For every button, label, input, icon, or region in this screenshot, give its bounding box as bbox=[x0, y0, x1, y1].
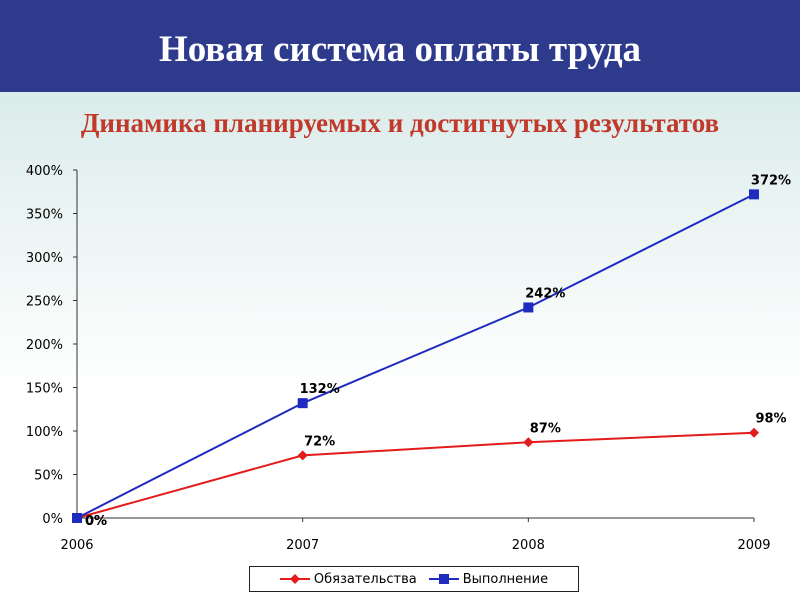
y-tick-label: 300% bbox=[26, 251, 63, 266]
y-tick-label: 400% bbox=[26, 164, 63, 179]
data-point bbox=[749, 189, 759, 200]
chart-legend: Обязательства Выполнение bbox=[249, 566, 579, 592]
data-point bbox=[297, 450, 308, 461]
data-label: 372% bbox=[751, 173, 791, 188]
y-tick-label: 200% bbox=[26, 338, 63, 353]
y-tick-label: 50% bbox=[34, 469, 63, 484]
data-label: 242% bbox=[525, 286, 565, 301]
y-tick-label: 350% bbox=[26, 208, 63, 223]
data-label: 0% bbox=[85, 514, 107, 529]
x-tick-label: 2006 bbox=[60, 538, 93, 553]
data-label: 72% bbox=[304, 434, 335, 449]
data-label: 87% bbox=[530, 421, 561, 436]
title-banner: Новая система оплаты труда bbox=[0, 0, 800, 92]
data-point bbox=[72, 513, 82, 523]
data-label: 132% bbox=[300, 382, 340, 397]
legend-item-execution: Выполнение bbox=[428, 571, 549, 587]
slide-title: Новая система оплаты труда bbox=[158, 29, 642, 70]
y-tick-label: 250% bbox=[26, 295, 63, 310]
square-marker-icon bbox=[428, 574, 459, 584]
x-tick-label: 2008 bbox=[512, 538, 545, 553]
x-tick-label: 2007 bbox=[286, 538, 319, 553]
chart-title: Динамика планируемых и достигнутых резул… bbox=[80, 108, 720, 138]
legend-label-execution: Выполнение bbox=[462, 571, 549, 587]
legend-label-obligations: Обязательства bbox=[313, 571, 417, 587]
y-tick-label: 150% bbox=[26, 382, 63, 397]
data-point bbox=[297, 398, 308, 409]
y-tick-label: 0% bbox=[42, 512, 63, 527]
data-point bbox=[523, 302, 534, 313]
data-point bbox=[749, 427, 759, 438]
series-line-1 bbox=[76, 431, 755, 519]
data-point bbox=[523, 437, 534, 448]
diamond-marker-icon bbox=[279, 574, 310, 584]
series-line-2 bbox=[76, 193, 755, 519]
legend-item-obligations: Обязательства bbox=[279, 571, 417, 587]
x-tick-label: 2009 bbox=[737, 538, 770, 553]
data-label: 0% bbox=[85, 514, 107, 529]
data-label: 98% bbox=[755, 412, 786, 427]
y-tick-label: 100% bbox=[26, 425, 63, 440]
